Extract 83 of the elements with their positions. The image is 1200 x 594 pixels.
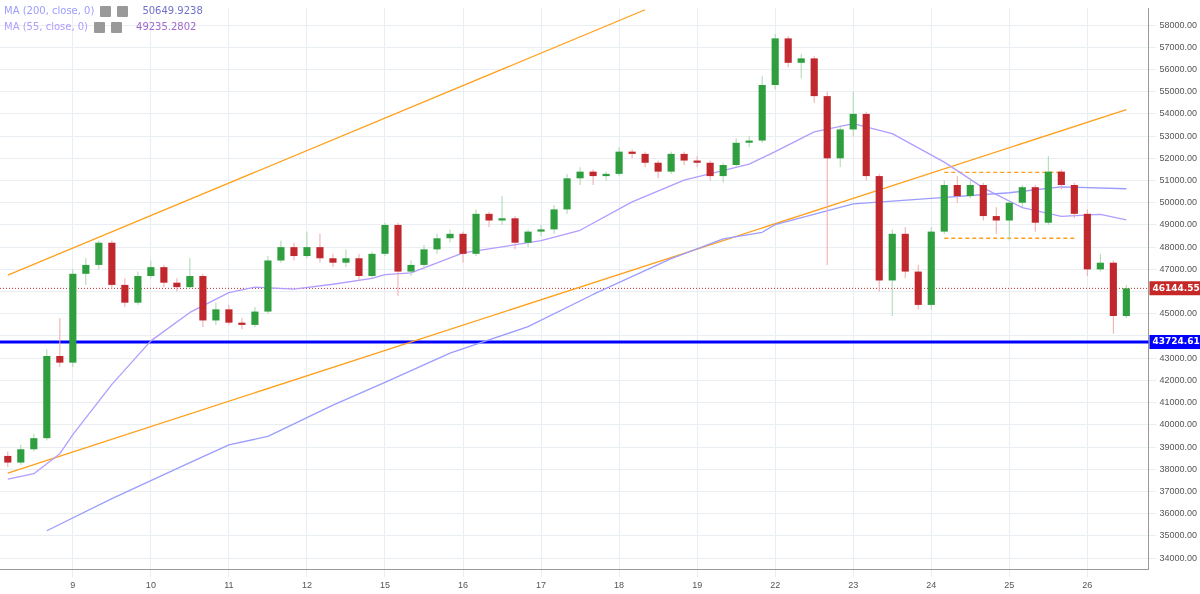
candlestick <box>706 160 714 182</box>
candlestick <box>225 304 233 326</box>
ref-line-label: 43724.61 <box>1152 336 1200 347</box>
x-tick-label: 26 <box>1082 580 1093 591</box>
y-tick-label: 34000.00 <box>1159 552 1198 563</box>
annotation: 49235.2802 <box>136 20 197 34</box>
candlestick <box>459 231 467 264</box>
candlestick <box>1005 200 1013 241</box>
candlestick <box>56 317 64 368</box>
candlestick <box>316 233 324 264</box>
candlestick <box>251 306 259 328</box>
candlestick <box>186 257 194 290</box>
y-tick-label: 45000.00 <box>1159 308 1198 319</box>
candlestick <box>719 162 727 184</box>
y-tick-label: 52000.00 <box>1159 152 1198 163</box>
candlestick <box>498 195 506 226</box>
ref-line-label: 46144.55 <box>1152 282 1200 293</box>
candlestick <box>329 253 337 268</box>
candlestick <box>368 251 376 279</box>
candlestick <box>615 146 623 177</box>
candlestick <box>537 224 545 237</box>
candlestick <box>95 239 103 270</box>
candlestick <box>953 175 961 204</box>
candlestick <box>550 204 558 235</box>
x-tick-label: 15 <box>379 580 390 591</box>
candlestick <box>667 151 675 175</box>
y-tick-label: 39000.00 <box>1159 441 1198 452</box>
y-tick-label: 51000.00 <box>1159 175 1198 186</box>
candlestick <box>797 53 805 79</box>
x-tick-label: 22 <box>770 580 781 591</box>
y-tick-label: 49000.00 <box>1159 219 1198 230</box>
y-tick-label: 42000.00 <box>1159 374 1198 385</box>
annotation: 50649.9238 <box>142 4 203 18</box>
y-tick-label: 37000.00 <box>1159 485 1198 496</box>
x-tick-label: 18 <box>614 580 625 591</box>
x-tick-label: 12 <box>301 580 312 591</box>
y-tick-label: 43000.00 <box>1159 352 1198 363</box>
candlestick <box>966 177 974 199</box>
x-tick-label: 10 <box>145 580 156 591</box>
candlestick <box>82 257 90 286</box>
candlestick <box>433 233 441 255</box>
candlestick <box>420 244 428 270</box>
candlestick <box>992 206 1000 235</box>
candlestick <box>147 259 155 279</box>
candlestick <box>446 228 454 244</box>
y-tick-label: 58000.00 <box>1159 19 1198 30</box>
candlestick <box>1018 184 1026 208</box>
y-tick-label: 38000.00 <box>1159 463 1198 474</box>
y-tick-label: 36000.00 <box>1159 508 1198 519</box>
candlestick <box>407 259 415 277</box>
candlestick <box>485 211 493 228</box>
candlestick <box>212 302 220 326</box>
x-tick-label: 17 <box>536 580 547 591</box>
y-tick-label: 54000.00 <box>1159 108 1198 119</box>
candlestick <box>680 151 688 166</box>
x-tick-label: 24 <box>926 580 937 591</box>
y-tick-label: 50000.00 <box>1159 197 1198 208</box>
candlestick <box>303 231 311 259</box>
text: MA (55, close, 0) <box>4 20 89 34</box>
text: MA (200, close, 0) <box>4 4 95 18</box>
y-tick-label: 35000.00 <box>1159 530 1198 541</box>
candlestick <box>160 264 168 288</box>
candlestick <box>849 91 857 137</box>
candlestick <box>17 444 25 466</box>
y-tick-label: 41000.00 <box>1159 397 1198 408</box>
candlestick <box>277 239 285 264</box>
x-tick-label: 16 <box>458 580 469 591</box>
y-tick-label: 48000.00 <box>1159 241 1198 252</box>
y-tick-label: 53000.00 <box>1159 130 1198 141</box>
y-tick-label: 56000.00 <box>1159 63 1198 74</box>
x-tick-label: 19 <box>692 580 703 591</box>
x-tick-label: 9 <box>70 580 76 591</box>
x-tick-label: 25 <box>1004 580 1015 591</box>
y-tick-label: 55000.00 <box>1159 86 1198 97</box>
y-tick-label: 47000.00 <box>1159 263 1198 274</box>
candlestick <box>342 248 350 268</box>
candlestick <box>355 253 363 281</box>
y-tick-label: 40000.00 <box>1159 419 1198 430</box>
candlestick <box>1057 168 1065 190</box>
x-tick-label: 11 <box>224 580 234 591</box>
candlestick <box>732 137 740 168</box>
y-tick-label: 57000.00 <box>1159 41 1198 52</box>
x-tick-label: 23 <box>848 580 859 591</box>
